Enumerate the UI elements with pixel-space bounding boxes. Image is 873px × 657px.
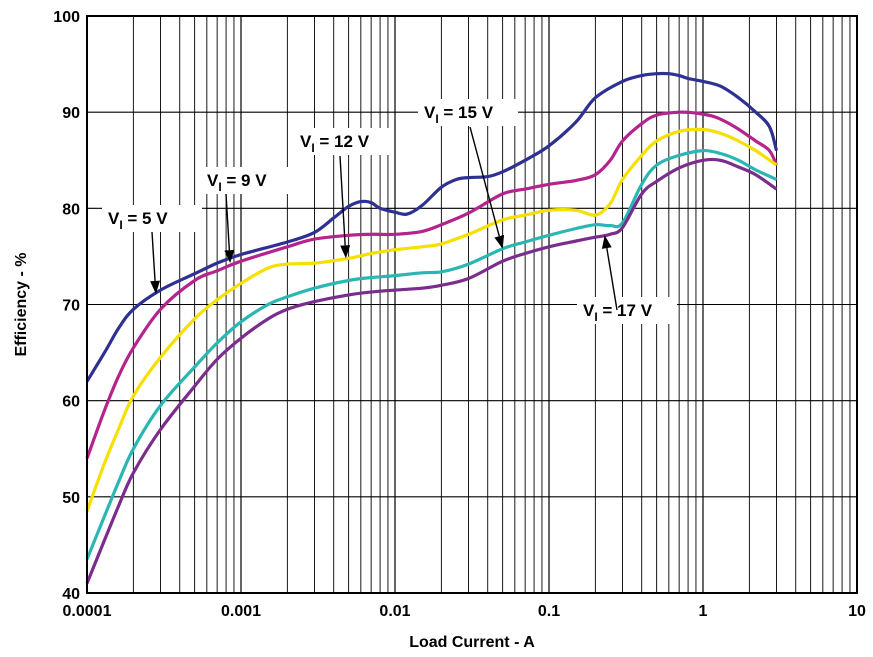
x-axis-title: Load Current - A [409,634,535,651]
annotation-suffix: = 17 V [598,301,653,320]
annotation-prefix: V [207,171,219,190]
annotation-label: VI = 12 V [300,132,370,155]
annotation-subscript: I [218,180,221,194]
plot-frame [86,15,858,594]
annotation-label: VI = 15 V [424,103,494,126]
series-line [85,127,778,512]
y-tick-label: 50 [62,490,80,507]
annotation-suffix: = 12 V [315,132,370,151]
y-tick-label: 40 [62,586,80,603]
annotation-label: VI = 9 V [207,171,267,194]
annotation-arrowhead [601,235,612,249]
annotation-label: VI = 17 V [583,301,653,324]
annotation-arrowhead [150,280,160,294]
tick-labels: 0.0001 0.001 0.01 0.1 1 10 40 50 60 70 80 90 100 [53,9,866,620]
annotation-arrow-line [339,155,346,246]
annotation-suffix: = 9 V [222,171,268,190]
y-tick-label: 90 [62,105,80,122]
annotation-arrowhead [494,234,505,249]
x-tick-label: 1 [699,603,708,620]
series-line [85,71,779,383]
y-tick-label: 60 [62,394,80,411]
annotation-arrow-line [225,193,231,251]
series-line [85,110,778,459]
annotation-label: VI = 5 V [108,209,168,232]
annotation-subscript: I [119,218,122,232]
annotation-arrow-line [151,231,156,281]
annotation-prefix: V [583,301,595,320]
annotation-label-bg [102,205,202,232]
annotation-label-bg [577,297,677,324]
series-line [85,157,778,584]
annotation-label-bg [418,99,518,126]
x-tick-label: 0.01 [379,603,410,620]
y-axis-title: Efficiency - % [13,252,30,356]
annotation-subscript: I [311,141,314,155]
series-line [85,148,778,560]
annotation-prefix: V [300,132,312,151]
annotation-prefix: V [424,103,436,122]
annotation-suffix: = 5 V [123,209,169,228]
annotation-subscript: I [594,310,597,324]
x-tick-label: 0.001 [221,603,261,620]
x-tick-label: 10 [848,603,866,620]
annotation-arrowhead [340,245,351,259]
x-tick-label: 0.0001 [63,603,112,620]
annotations: VI = 5 VVI = 9 VVI = 12 VVI = 15 VVI = 1… [102,99,677,324]
annotation-arrow-line [606,247,618,311]
series-lines [85,71,779,584]
annotation-label-bg [294,128,394,155]
annotation-label-bg [201,167,289,194]
annotation-suffix: = 15 V [439,103,494,122]
x-tick-label: 0.1 [538,603,560,620]
y-tick-label: 70 [62,298,80,315]
annotation-arrowhead [224,249,235,264]
annotation-prefix: V [108,209,120,228]
y-tick-label: 100 [53,9,80,26]
annotation-subscript: I [435,112,438,126]
annotation-arrow-line [469,126,500,237]
y-tick-label: 80 [62,201,80,218]
